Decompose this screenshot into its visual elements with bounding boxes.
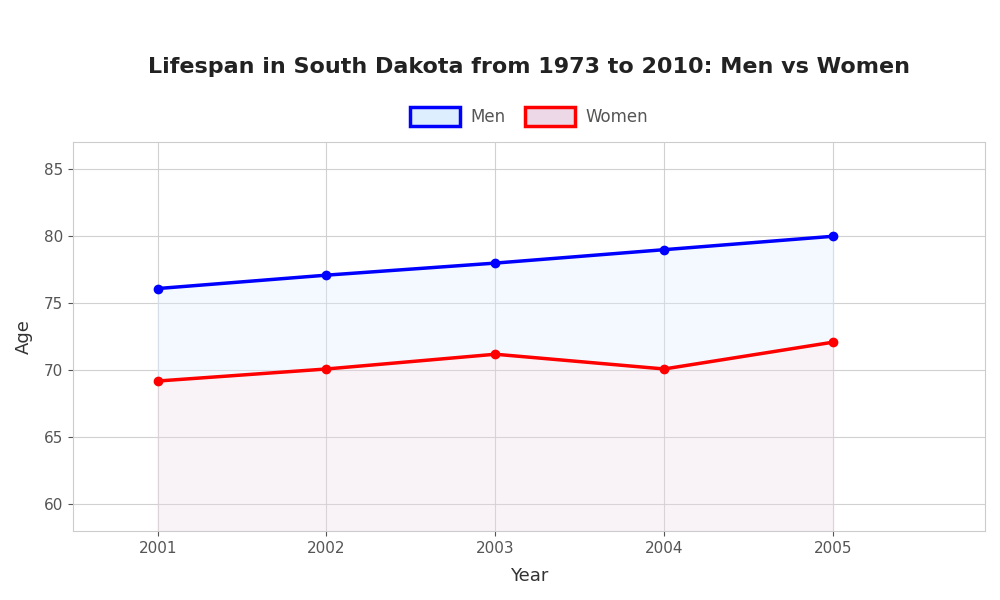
X-axis label: Year: Year bbox=[510, 567, 548, 585]
Y-axis label: Age: Age bbox=[15, 319, 33, 354]
Legend: Men, Women: Men, Women bbox=[404, 100, 655, 133]
Title: Lifespan in South Dakota from 1973 to 2010: Men vs Women: Lifespan in South Dakota from 1973 to 20… bbox=[148, 57, 910, 77]
